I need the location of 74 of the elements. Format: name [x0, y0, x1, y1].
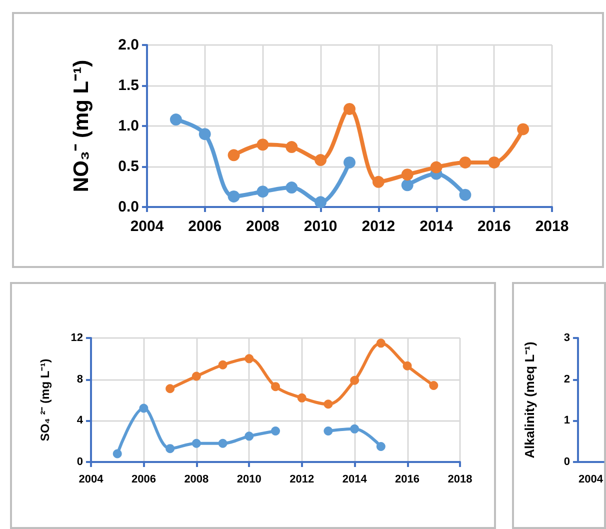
x-tick-label: 2018	[448, 474, 472, 486]
y-tick-label: 2.0	[118, 36, 139, 54]
point	[256, 138, 269, 151]
point	[314, 196, 327, 208]
y-tick-label: 3	[564, 332, 570, 344]
point	[430, 161, 442, 174]
point	[166, 444, 175, 454]
point	[429, 381, 438, 390]
y-tick-label: 2	[564, 373, 570, 386]
x-tick-label: 2014	[342, 474, 368, 486]
point	[459, 188, 472, 201]
point	[192, 372, 201, 381]
point	[488, 156, 500, 168]
x-tick-label: 2016	[395, 474, 420, 486]
y-axis-title: Alkalinity (meq L⁻¹)	[522, 342, 537, 458]
point	[256, 186, 269, 198]
point	[324, 426, 333, 436]
x-tick-label: 2018	[535, 218, 569, 235]
y-tick-label: 1	[564, 414, 570, 427]
y-axis-title: SO₄ ²⁻ (mg L⁻¹)	[38, 358, 52, 442]
x-tick-label: 2006	[188, 218, 222, 235]
point	[244, 354, 254, 364]
point	[228, 190, 240, 202]
x-tick-label: 2008	[246, 218, 280, 235]
point	[402, 361, 412, 370]
point	[350, 376, 360, 385]
point	[324, 400, 333, 409]
x-tick-label: 2004	[130, 218, 164, 235]
y-tick-label: 1.0	[118, 118, 139, 134]
x-tick-label: 2004	[78, 474, 104, 486]
point	[244, 432, 254, 441]
point	[286, 141, 298, 154]
y-tick-label: 0.0	[118, 198, 139, 216]
point	[170, 114, 182, 126]
point	[401, 168, 414, 181]
y-tick-label: 12	[70, 332, 83, 344]
x-tick-label: 2004	[578, 474, 604, 486]
y-tick-label: 8	[76, 373, 83, 386]
point	[376, 442, 386, 451]
x-tick-label: 2012	[362, 218, 396, 235]
y-axis-title: NO₃⁻ (mg L⁻¹)	[70, 60, 93, 192]
point	[198, 128, 211, 140]
point	[376, 338, 386, 348]
point	[314, 154, 327, 166]
y-tick-label: 0.5	[118, 158, 139, 175]
point	[344, 156, 356, 168]
y-tick-label: 0	[564, 456, 570, 468]
point	[192, 438, 201, 448]
point	[271, 426, 280, 436]
point	[139, 404, 148, 413]
x-tick-label: 2010	[304, 218, 338, 235]
x-tick-label: 2012	[290, 474, 314, 486]
point	[286, 182, 298, 194]
point	[166, 384, 175, 394]
point	[372, 176, 384, 188]
point	[218, 360, 228, 370]
point	[459, 156, 472, 168]
point	[350, 424, 360, 434]
point	[218, 438, 228, 448]
x-tick-label: 2016	[477, 218, 511, 235]
point	[517, 123, 530, 136]
point	[344, 102, 356, 115]
x-tick-label: 2014	[420, 218, 454, 235]
x-tick-label: 2008	[184, 474, 209, 486]
y-tick-label: 0	[76, 456, 83, 468]
point	[112, 449, 122, 458]
x-tick-label: 2010	[236, 474, 262, 486]
point	[228, 149, 240, 162]
y-tick-label: 4	[76, 414, 84, 427]
point	[401, 179, 414, 192]
x-tick-label: 2006	[131, 474, 156, 486]
point	[271, 382, 280, 392]
y-tick-label: 1.5	[118, 77, 139, 94]
point	[297, 393, 306, 402]
